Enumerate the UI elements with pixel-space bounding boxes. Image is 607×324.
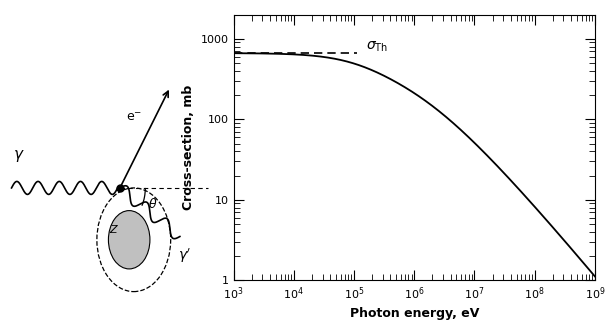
Text: $\sigma_{\mathrm{Th}}$: $\sigma_{\mathrm{Th}}$ xyxy=(367,40,388,54)
Text: $\gamma$: $\gamma$ xyxy=(13,147,24,164)
X-axis label: Photon energy, eV: Photon energy, eV xyxy=(350,307,479,320)
Y-axis label: Cross-section, mb: Cross-section, mb xyxy=(182,85,195,210)
Text: $\theta$: $\theta$ xyxy=(148,197,157,211)
Text: $\gamma'$: $\gamma'$ xyxy=(178,247,191,265)
Text: e$^{-}$: e$^{-}$ xyxy=(126,111,143,124)
Circle shape xyxy=(109,211,150,269)
Text: Z: Z xyxy=(109,225,117,235)
